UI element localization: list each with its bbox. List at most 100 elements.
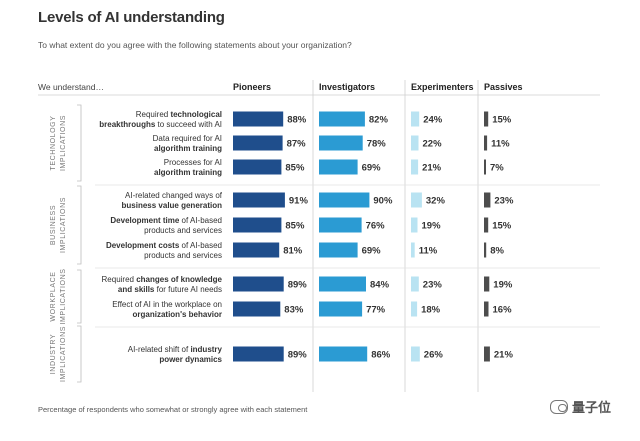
value-label-experimenters: 22%: [423, 139, 443, 150]
series-header-experimenters: Experimenters: [411, 82, 474, 92]
value-label-experimenters: 24%: [423, 115, 443, 126]
group-bracket: [77, 325, 82, 383]
category-label: organization's behavior: [133, 310, 222, 319]
bar-passives: [484, 135, 488, 151]
group-label: IMPLICATIONS: [60, 326, 67, 382]
series-header-investigators: Investigators: [319, 82, 375, 92]
value-label-passives: 23%: [494, 196, 514, 207]
group-label: INDUSTRY: [50, 334, 57, 374]
group-label: IMPLICATIONS: [60, 115, 67, 171]
bar-passives: [484, 192, 491, 208]
value-label-experimenters: 18%: [421, 305, 441, 316]
series-header-pioneers: Pioneers: [233, 82, 271, 92]
bar-experimenters: [411, 242, 415, 258]
bar-experimenters: [411, 276, 419, 292]
group-label: IMPLICATIONS: [60, 197, 67, 253]
value-label-experimenters: 32%: [426, 196, 446, 207]
bar-experimenters: [411, 217, 418, 233]
category-label: AI-related shift of industry: [128, 345, 223, 354]
series-header-passives: Passives: [484, 82, 523, 92]
bar-passives: [484, 346, 490, 362]
bar-investigators: [319, 192, 370, 208]
group-bracket: [77, 104, 82, 182]
category-label: products and services: [144, 226, 222, 235]
value-label-experimenters: 23%: [423, 280, 443, 291]
bar-pioneers: [233, 346, 284, 362]
bar-investigators: [319, 217, 362, 233]
group-bracket: [77, 269, 82, 324]
value-label-passives: 15%: [492, 115, 512, 126]
category-label: Data required for AI: [153, 134, 222, 143]
category-label: products and services: [144, 251, 222, 260]
value-label-investigators: 86%: [371, 350, 391, 361]
bar-passives: [484, 301, 489, 317]
value-label-investigators: 76%: [366, 221, 386, 232]
bar-passives: [484, 217, 489, 233]
row-header: We understand…: [38, 82, 104, 92]
category-label: Development time of AI-based: [110, 216, 222, 225]
value-label-pioneers: 85%: [285, 221, 305, 232]
value-label-pioneers: 89%: [288, 280, 308, 291]
value-label-investigators: 82%: [369, 115, 389, 126]
bar-passives: [484, 242, 487, 258]
value-label-pioneers: 87%: [287, 139, 307, 150]
bar-pioneers: [233, 276, 284, 292]
category-label: AI-related changed ways of: [125, 191, 223, 200]
bar-experimenters: [411, 159, 419, 175]
value-label-passives: 8%: [490, 246, 504, 257]
group-label: WORKPLACE: [50, 271, 57, 321]
category-label: power dynamics: [159, 355, 222, 364]
value-label-investigators: 77%: [366, 305, 386, 316]
chart-title: Levels of AI understanding: [38, 9, 225, 26]
bar-pioneers: [233, 301, 281, 317]
bar-pioneers: [233, 192, 285, 208]
value-label-passives: 19%: [493, 280, 513, 291]
bar-investigators: [319, 159, 358, 175]
bar-investigators: [319, 346, 368, 362]
category-label: Development costs of AI-based: [106, 241, 222, 250]
value-label-passives: 21%: [494, 350, 514, 361]
category-label: algorithm training: [154, 168, 222, 177]
bar-pioneers: [233, 159, 282, 175]
value-label-passives: 15%: [492, 221, 512, 232]
bar-passives: [484, 159, 486, 175]
group-bracket: [77, 185, 82, 265]
category-label: Effect of AI in the workplace on: [112, 300, 222, 309]
group-label: IMPLICATIONS: [60, 268, 67, 324]
bar-pioneers: [233, 217, 282, 233]
group-label: BUSINESS: [50, 205, 57, 245]
group-label: TECHNOLOGY: [50, 115, 57, 170]
bar-investigators: [319, 242, 358, 258]
category-label: Processes for AI: [164, 158, 222, 167]
value-label-investigators: 84%: [370, 280, 390, 291]
bar-investigators: [319, 301, 363, 317]
value-label-pioneers: 88%: [287, 115, 307, 126]
value-label-investigators: 90%: [373, 196, 393, 207]
bar-pioneers: [233, 135, 283, 151]
value-label-investigators: 69%: [362, 163, 382, 174]
value-label-experimenters: 11%: [419, 246, 438, 257]
value-label-pioneers: 81%: [283, 246, 303, 257]
value-label-experimenters: 21%: [422, 163, 442, 174]
category-label: algorithm training: [154, 144, 222, 153]
bar-experimenters: [411, 301, 418, 317]
value-label-pioneers: 89%: [288, 350, 308, 361]
value-label-pioneers: 85%: [285, 163, 305, 174]
value-label-investigators: 78%: [367, 139, 387, 150]
bar-experimenters: [411, 135, 419, 151]
category-label: and skills for future AI needs: [118, 285, 222, 294]
category-label: Required changes of knowledge: [102, 275, 223, 284]
bar-passives: [484, 276, 490, 292]
bar-investigators: [319, 111, 365, 127]
value-label-investigators: 69%: [362, 246, 382, 257]
value-label-passives: 16%: [493, 305, 513, 316]
bar-experimenters: [411, 111, 420, 127]
bar-investigators: [319, 135, 363, 151]
category-label: Required technological: [136, 110, 222, 119]
bar-pioneers: [233, 111, 284, 127]
chart-footnote: Percentage of respondents who somewhat o…: [38, 405, 308, 414]
chart-subtitle: To what extent do you agree with the fol…: [38, 40, 352, 50]
wechat-icon: [550, 399, 568, 414]
watermark-text: 量子位: [572, 400, 612, 415]
